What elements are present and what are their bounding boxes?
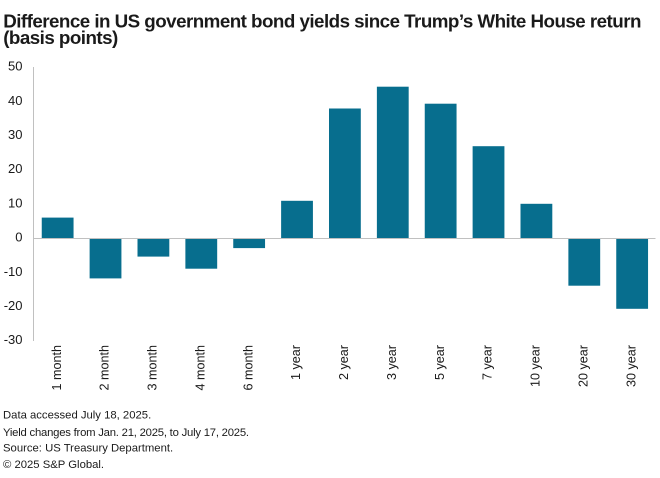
- svg-text:50: 50: [8, 59, 22, 74]
- svg-text:3 year: 3 year: [385, 345, 399, 380]
- svg-text:-20: -20: [4, 298, 23, 313]
- svg-text:20: 20: [8, 161, 22, 176]
- svg-text:Data accessed July 18, 2025.: Data accessed July 18, 2025.: [3, 410, 151, 422]
- svg-text:5 year: 5 year: [433, 345, 447, 380]
- svg-text:2 month: 2 month: [98, 345, 112, 391]
- svg-text:-30: -30: [4, 332, 23, 347]
- svg-text:Difference in US government bo: Difference in US government bond yields …: [3, 10, 641, 31]
- svg-text:3 month: 3 month: [146, 345, 160, 391]
- svg-text:30: 30: [8, 127, 22, 142]
- svg-text:10: 10: [8, 195, 22, 210]
- svg-text:Source: US Treasury Department: Source: US Treasury Department.: [3, 443, 173, 455]
- svg-text:0: 0: [15, 230, 22, 245]
- svg-text:(basis points): (basis points): [3, 27, 118, 48]
- svg-text:© 2025 S&P Global.: © 2025 S&P Global.: [3, 459, 104, 471]
- svg-text:6 month: 6 month: [241, 345, 255, 391]
- svg-text:20 year: 20 year: [576, 345, 590, 387]
- svg-text:1 year: 1 year: [289, 345, 303, 380]
- svg-text:7 year: 7 year: [481, 345, 495, 380]
- svg-text:40: 40: [8, 93, 22, 108]
- svg-text:10 year: 10 year: [529, 345, 543, 387]
- svg-text:2 year: 2 year: [337, 345, 351, 380]
- svg-text:Yield changes from Jan. 21, 20: Yield changes from Jan. 21, 2025, to Jul…: [3, 427, 249, 439]
- svg-text:30 year: 30 year: [624, 345, 638, 387]
- svg-text:-10: -10: [4, 264, 23, 279]
- svg-text:1 month: 1 month: [50, 345, 64, 391]
- svg-text:4 month: 4 month: [193, 345, 207, 391]
